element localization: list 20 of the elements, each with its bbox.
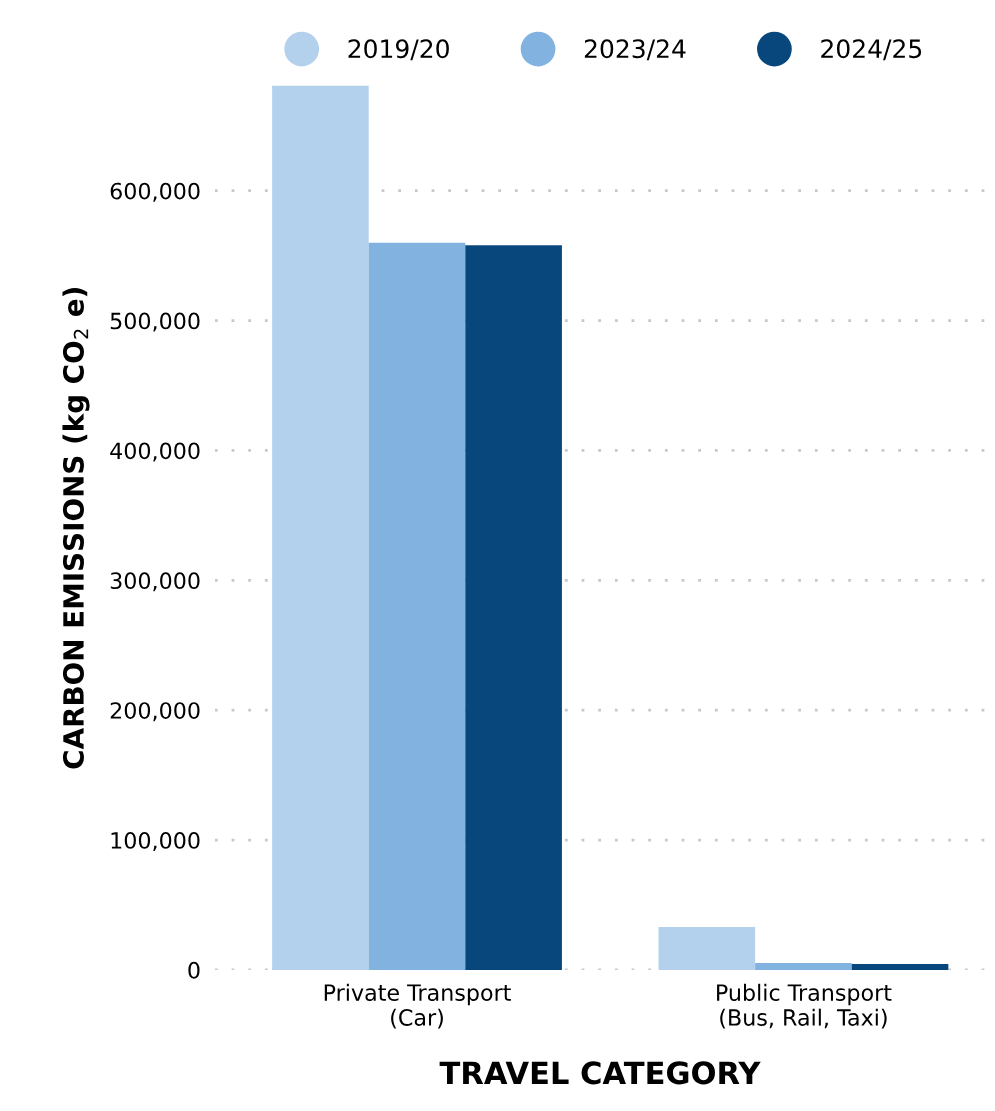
bar xyxy=(368,242,466,970)
y-tick-label: 500,000 xyxy=(110,312,200,332)
y-axis-title: CARBON EMISSIONS (kg CO$_{2}$ e) xyxy=(62,288,90,769)
x-tick-label: Public Transport (Bus, Rail, Taxi) xyxy=(717,983,892,1029)
legend-label: 2023/24 xyxy=(584,39,686,61)
y-tick-label: 100,000 xyxy=(111,831,200,852)
bar xyxy=(465,245,562,970)
y-tick-label: 300,000 xyxy=(110,572,200,592)
y-tick-label: 0 xyxy=(188,961,200,979)
y-tick-label: 200,000 xyxy=(110,702,200,722)
bar xyxy=(851,963,949,970)
bar xyxy=(272,85,369,970)
x-axis-title: TRAVEL CATEGORY xyxy=(439,1061,761,1085)
bar xyxy=(658,927,756,970)
legend-label: 2024/25 xyxy=(821,39,922,61)
y-tick-label: 400,000 xyxy=(110,442,200,462)
x-tick-label: Private Transport (Car) xyxy=(324,983,511,1029)
bar xyxy=(755,962,852,970)
y-tick-label: 600,000 xyxy=(110,182,200,202)
legend-label: 2019/20 xyxy=(348,39,449,61)
